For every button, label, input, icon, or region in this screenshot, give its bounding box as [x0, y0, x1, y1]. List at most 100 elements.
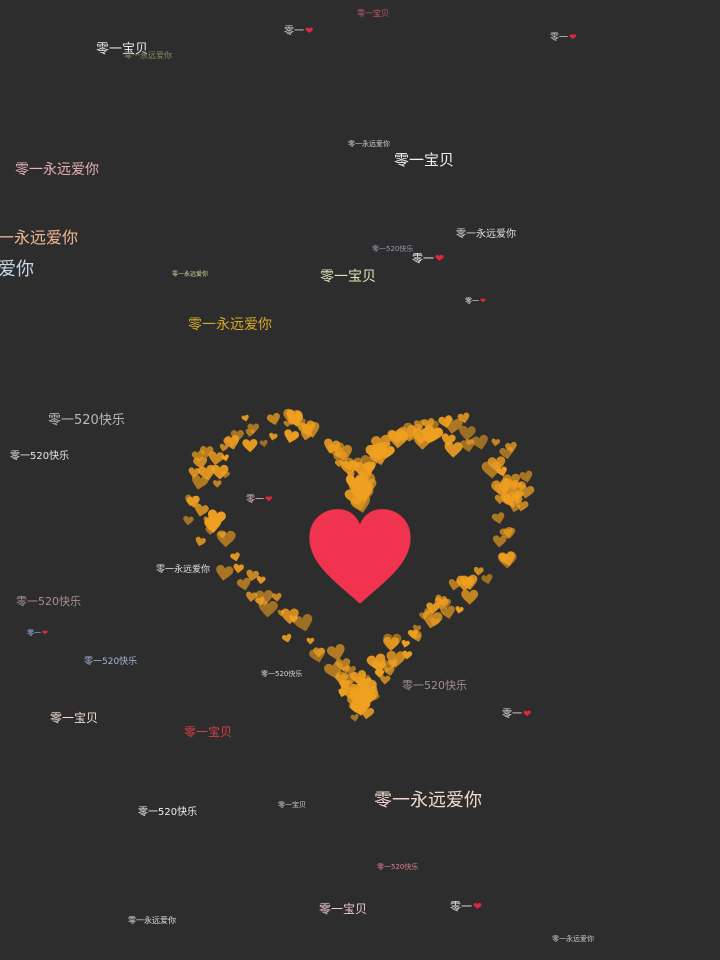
heart-particle-icon [300, 429, 313, 441]
heart-particle-icon [200, 446, 214, 458]
heart-particle-icon [207, 524, 217, 533]
phrase-text: 零一 [502, 709, 522, 720]
heart-particle-icon [193, 456, 208, 470]
floating-text: 零一520快乐 [48, 414, 125, 427]
phrase-text: 零一永远爱你 [172, 271, 209, 278]
floating-text: 零一永远爱你 [188, 318, 272, 332]
heart-particle-icon [333, 451, 347, 464]
heart-particle-icon [293, 613, 313, 632]
phrase-text: 零一永远爱你 [124, 51, 172, 60]
heart-particle-icon [338, 688, 348, 698]
phrase-text: 零一520快乐 [16, 595, 81, 608]
heart-particle-icon [188, 467, 201, 478]
phrase-text: 零一520快乐 [377, 863, 419, 871]
heart-icon: ❤ [435, 252, 445, 265]
heart-particle-icon [465, 439, 473, 446]
phrase-text: 零一宝贝 [319, 902, 368, 916]
floating-text: 零一❤ [465, 298, 486, 305]
heart-particle-icon [430, 617, 441, 627]
phrase-text: 零一永远爱你 [374, 790, 482, 811]
heart-particle-icon [335, 672, 349, 685]
heart-particle-icon [221, 454, 229, 462]
heart-particle-icon [216, 530, 236, 548]
heart-particle-icon [233, 563, 244, 574]
heart-particle-icon [401, 639, 410, 648]
heart-particle-icon [373, 448, 388, 461]
phrase-text: 零一520快乐 [261, 670, 303, 678]
heart-particle-icon [306, 637, 315, 645]
heart-particle-icon [212, 480, 222, 488]
floating-text: 零一520快乐 [377, 864, 418, 871]
phrase-text: 零一宝贝 [50, 711, 99, 725]
heart-particle-icon [505, 441, 517, 453]
phrase-text: 一永远爱你 [0, 228, 79, 247]
heart-particle-icon [426, 602, 440, 615]
floating-text: 零一宝贝 [50, 712, 98, 724]
floating-text: 零一❤ [246, 496, 273, 505]
phrase-text: 零一宝贝 [394, 151, 455, 169]
heart-particle-icon [492, 535, 507, 548]
phrase-text: 零一 [246, 495, 265, 505]
phrase-text: 零一宝贝 [96, 42, 149, 57]
heart-particle-icon [225, 435, 239, 448]
floating-text: 零一永远爱你 [456, 230, 516, 240]
heart-particle-icon [388, 430, 409, 449]
floating-text: 零一520快乐 [10, 452, 69, 462]
heart-particle-icon [481, 573, 493, 585]
heart-particle-icon [246, 591, 258, 602]
floating-text: 零一520快乐 [16, 596, 81, 607]
phrase-text: 零一520快乐 [138, 807, 198, 818]
heart-particle-icon [242, 438, 258, 453]
floating-text: 零一宝贝 [320, 270, 376, 284]
floating-text: 零一永远爱你 [172, 272, 208, 278]
heart-particle-icon [289, 615, 298, 623]
heart-particle-icon [266, 412, 280, 426]
heart-icon: ❤ [473, 900, 483, 913]
phrase-text: 零一 [550, 33, 569, 43]
heart-particle-icon [383, 636, 400, 652]
phrase-text: 零一520快乐 [402, 679, 467, 692]
heart-particle-icon [471, 434, 488, 450]
phrase-text: 零一宝贝 [357, 9, 389, 18]
heart-icon: ❤ [305, 26, 314, 37]
heart-particle-icon [204, 517, 222, 533]
floating-text: 零一宝贝 [394, 153, 454, 168]
heart-particle-icon [277, 609, 285, 617]
heart-particle-icon [327, 442, 345, 458]
heart-particle-icon [313, 647, 325, 658]
phrase-text: 零一永远爱你 [128, 916, 176, 925]
heart-particle-icon [441, 433, 456, 447]
heart-particle-icon [216, 564, 234, 581]
heart-particle-icon [326, 644, 345, 661]
heart-particle-icon [236, 577, 251, 591]
phrase-text: 零一宝贝 [278, 801, 306, 809]
heart-particle-icon [186, 495, 200, 508]
heart-particle-icon [352, 484, 373, 503]
phrase-text: 零一永远爱你 [348, 140, 390, 148]
heart-particle-icon [198, 464, 216, 481]
heart-particle-icon [438, 415, 453, 428]
floating-text: 零一520快乐 [261, 671, 302, 678]
heart-particle-icon [362, 673, 370, 681]
floating-text: 零一宝贝 [278, 802, 306, 809]
heart-particle-icon [208, 451, 225, 466]
heart-particle-icon [473, 566, 484, 576]
phrase-text: 零一520快乐 [84, 657, 138, 667]
heart-particle-icon [444, 441, 463, 458]
phrase-text: 零一永远爱你 [15, 162, 99, 178]
heart-particle-icon [457, 412, 470, 424]
floating-text: 一永远爱你 [0, 230, 78, 246]
heart-particle-icon [255, 596, 265, 606]
heart-particle-icon [352, 676, 363, 685]
phrase-text: 零一520快乐 [48, 413, 125, 428]
floating-text: 爱你 [0, 261, 34, 279]
heart-particle-icon [410, 629, 422, 640]
heart-icon: ❤ [265, 495, 273, 505]
heart-particle-icon [491, 512, 505, 524]
floating-text: 零一❤ [27, 630, 48, 637]
heart-particle-icon [459, 425, 476, 441]
heart-particle-icon [514, 481, 523, 489]
heart-particle-icon [256, 576, 266, 585]
floating-text: 零一永远爱你 [15, 163, 99, 177]
heart-particle-icon [366, 653, 386, 671]
